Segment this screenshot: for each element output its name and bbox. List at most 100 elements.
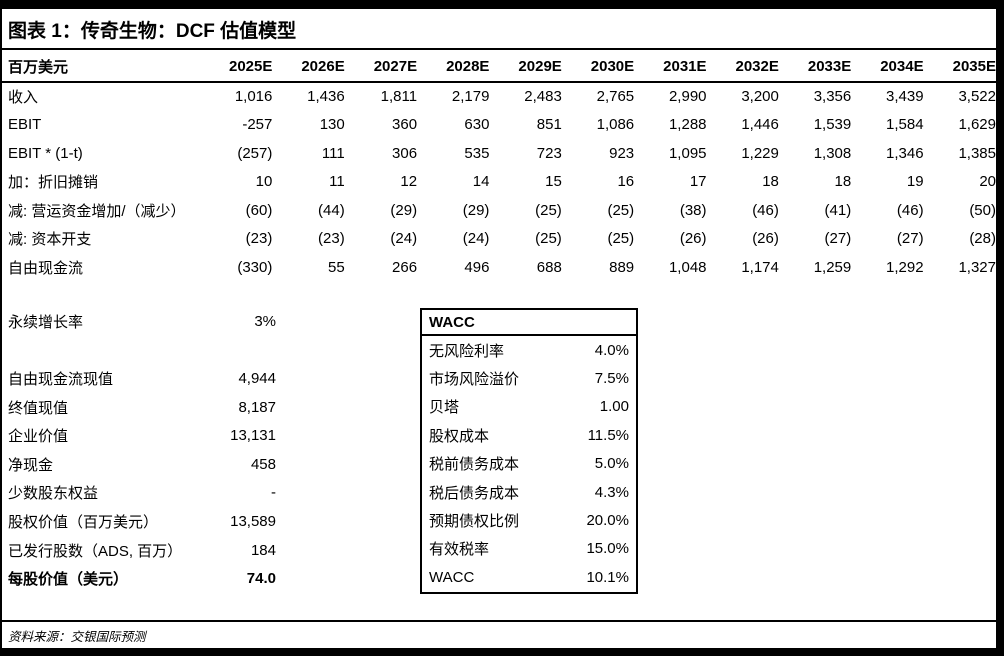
cell: (330) [237, 258, 273, 276]
cell: 1,539 [813, 116, 852, 134]
row-value: 4.0% [594, 341, 629, 359]
row-net-cash: 净现金 458 [2, 450, 276, 479]
row-label: 无风险利率 [429, 342, 505, 360]
cell: 306 [392, 144, 418, 162]
cell: (46) [896, 201, 924, 219]
row-label: 有效税率 [429, 541, 490, 559]
cell: 1,346 [886, 144, 924, 162]
row-enterprise-value: 企业价值 13,131 [2, 421, 276, 450]
cell: 12 [400, 173, 418, 191]
frame-left-bar [0, 0, 2, 656]
table-row-ebit: EBIT -257 130 360 630 851 1,086 1,288 1,… [2, 111, 996, 140]
row-value: 13,589 [230, 512, 276, 530]
row-value-per-share: 每股价值（美元） 74.0 [2, 564, 276, 593]
cell: 2,179 [451, 88, 490, 106]
row-label: 税前债务成本 [429, 456, 520, 474]
row-label: 永续增长率 [8, 313, 84, 331]
cell: 1,436 [307, 88, 345, 106]
year-header: 2028E [417, 51, 490, 83]
row-value: 1.00 [599, 398, 629, 416]
cell: (24) [390, 230, 418, 248]
cell: (38) [679, 201, 707, 219]
cell: 1,308 [813, 144, 852, 162]
frame-top-bar [0, 0, 1004, 9]
table-row-working-capital-change: 减: 营运资金增加/（减少） (60) (44) (29) (29) (25) … [2, 196, 996, 225]
row-value: - [271, 484, 276, 502]
row-label: 减: 资本开支 [8, 231, 92, 249]
year-header: 2033E [778, 51, 852, 83]
cell: 851 [536, 116, 562, 134]
cell: 1,095 [668, 144, 707, 162]
row-label: 股权成本 [429, 427, 490, 445]
cell: 266 [392, 258, 418, 276]
table-header-row: 百万美元 2025E 2026E 2027E 2028E 2029E 2030E… [2, 51, 996, 83]
row-label: 税后债务成本 [429, 484, 520, 502]
year-header: 2027E [344, 51, 418, 83]
row-pv-fcf: 自由现金流现值 4,944 [2, 364, 276, 393]
table-row-revenue: 收入 1,016 1,436 1,811 2,179 2,483 2,765 2… [2, 82, 996, 111]
cell: 360 [392, 116, 418, 134]
cell: 3,200 [741, 88, 779, 106]
cell: 1,629 [958, 116, 996, 134]
row-shares-outstanding: 已发行股数（ADS, 百万） 184 [2, 536, 276, 565]
table-row-ebit-after-tax: EBIT * (1-t) (257) 111 306 535 723 923 1… [2, 139, 996, 168]
cell: 496 [464, 258, 490, 276]
row-value: 3% [254, 312, 276, 330]
cell: 1,584 [886, 116, 924, 134]
cell: (27) [824, 230, 852, 248]
cell: (44) [318, 201, 345, 219]
row-effective-tax-rate: 有效税率 15.0% [422, 535, 636, 563]
table-row-free-cash-flow: 自由现金流 (330) 55 266 496 688 889 1,048 1,1… [2, 253, 996, 282]
cell: 1,229 [741, 144, 779, 162]
row-label: 预期债权比例 [429, 513, 520, 531]
unit-header: 百万美元 [2, 51, 200, 83]
cell: (25) [535, 201, 562, 219]
cell: 3,522 [958, 88, 996, 106]
row-value: 13,131 [230, 427, 276, 445]
cell: (46) [752, 201, 779, 219]
cell: (41) [824, 201, 852, 219]
row-value: 5.0% [594, 455, 629, 473]
cell: -257 [242, 116, 273, 134]
cell: 1,086 [596, 116, 635, 134]
cell: (23) [318, 230, 345, 248]
cell: 19 [906, 173, 924, 191]
cell: 17 [689, 173, 707, 191]
row-label: 净现金 [8, 456, 54, 474]
row-value: 458 [250, 455, 276, 473]
row-value: 74.0 [246, 570, 276, 588]
cell: 2,990 [668, 88, 707, 106]
valuation-spacer [2, 336, 276, 365]
cell: 1,259 [813, 258, 852, 276]
cell: 535 [464, 144, 490, 162]
row-value: 7.5% [594, 370, 629, 388]
valuation-summary: 永续增长率 3% 自由现金流现值 4,944 终值现值 8,187 企业价值 1… [2, 307, 276, 593]
row-label: 减: 营运资金增加/（减少） [8, 202, 186, 220]
row-label: WACC [429, 568, 475, 586]
cell: 688 [536, 258, 562, 276]
table-row-capex: 减: 资本开支 (23) (23) (24) (24) (25) (25) (2… [2, 225, 996, 254]
cell: 16 [617, 173, 635, 191]
row-value: 8,187 [238, 398, 276, 416]
row-value: 4.3% [594, 483, 629, 501]
year-header: 2029E [489, 51, 562, 83]
cell: 111 [321, 144, 345, 162]
frame-bottom-bar [0, 648, 1004, 656]
row-label: 少数股东权益 [8, 485, 99, 503]
row-minority-interest: 少数股东权益 - [2, 479, 276, 508]
row-label: EBIT [8, 116, 42, 134]
row-terminal-growth-rate: 永续增长率 3% [2, 307, 276, 336]
cell: 630 [464, 116, 490, 134]
row-label: 自由现金流 [8, 259, 84, 277]
cell: (29) [390, 201, 418, 219]
year-header: 2025E [200, 51, 273, 83]
wacc-assumptions-box: WACC 无风险利率 4.0% 市场风险溢价 7.5% 贝塔 1.00 股权成本… [420, 308, 638, 594]
cell: (29) [462, 201, 490, 219]
row-label: 贝塔 [429, 399, 460, 417]
cell: 55 [328, 258, 345, 276]
cell: 15 [545, 173, 562, 191]
row-wacc: WACC 10.1% [422, 563, 636, 591]
cell: (23) [245, 230, 273, 248]
cell: 723 [536, 144, 562, 162]
row-pv-terminal-value: 终值现值 8,187 [2, 393, 276, 422]
